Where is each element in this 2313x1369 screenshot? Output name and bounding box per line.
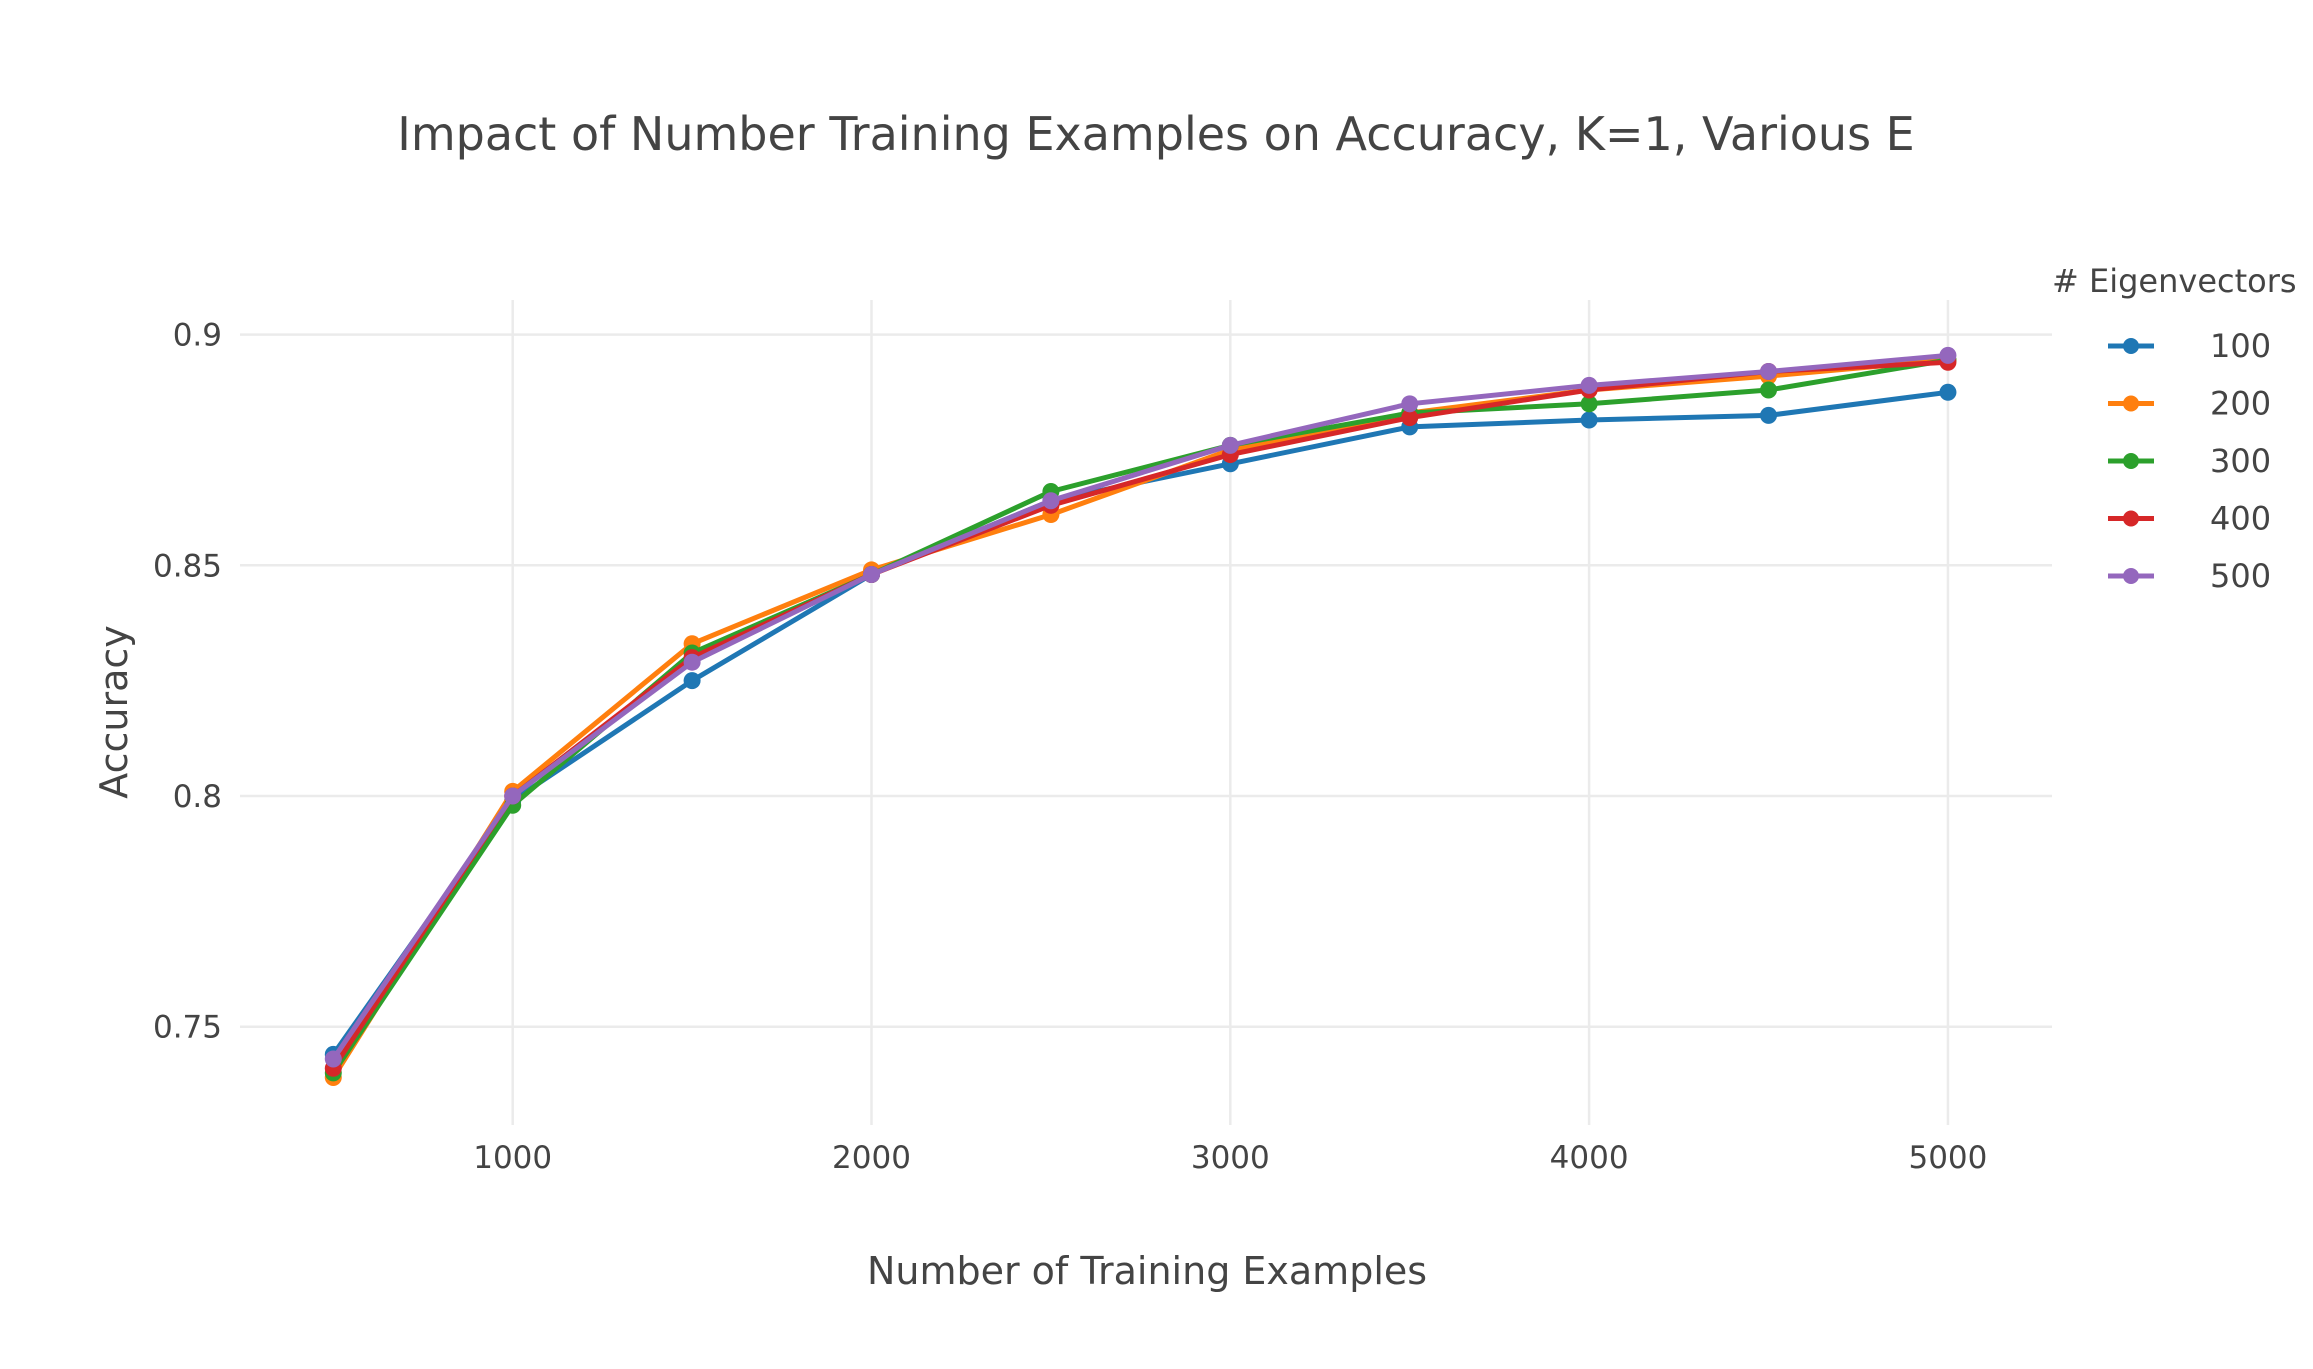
legend: # Eigenvectors 100 200 300 400 500 — [2052, 262, 2297, 595]
data-point-500-4500[interactable] — [1760, 363, 1778, 381]
data-point-500-4000[interactable] — [1580, 376, 1598, 394]
x-axis-title: Number of Training Examples — [867, 1249, 1427, 1293]
legend-item-100[interactable]: 100 — [2108, 327, 2271, 365]
legend-item-500[interactable]: 500 — [2108, 557, 2271, 595]
legend-swatch-marker — [2123, 510, 2139, 527]
series-line-300 — [330, 357, 1951, 1076]
y-tick-label: 0.75 — [153, 1010, 222, 1046]
legend-label: 200 — [2210, 385, 2271, 423]
legend-item-200[interactable]: 200 — [2108, 385, 2271, 423]
legend-swatch-marker — [2123, 338, 2139, 354]
data-point-100-1500[interactable] — [683, 672, 701, 690]
legend-title: # Eigenvectors — [2052, 262, 2297, 300]
data-point-300-4000[interactable] — [1580, 395, 1598, 413]
series-line-500 — [330, 352, 1951, 1062]
series-100 — [324, 383, 1957, 1063]
legend-label: 100 — [2210, 327, 2271, 365]
data-point-500-1500[interactable] — [683, 653, 701, 671]
y-axis-title: Accuracy — [92, 625, 136, 799]
series-300 — [324, 351, 1957, 1082]
legend-label: 500 — [2210, 557, 2271, 595]
data-point-500-2000[interactable] — [863, 566, 881, 584]
y-tick-label: 0.9 — [173, 318, 222, 354]
legend-swatch-marker — [2123, 453, 2139, 469]
x-tick-label: 5000 — [1908, 1140, 1987, 1176]
x-tick-label: 3000 — [1191, 1140, 1270, 1176]
x-tick-label: 2000 — [832, 1140, 911, 1176]
legend-swatch-marker — [2123, 395, 2139, 412]
chart-title: Impact of Number Training Examples on Ac… — [397, 107, 1914, 161]
legend-items: 100 200 300 400 500 — [2108, 327, 2271, 595]
legend-item-300[interactable]: 300 — [2108, 442, 2271, 480]
data-point-500-2500[interactable] — [1042, 492, 1060, 510]
data-point-400-3500[interactable] — [1401, 409, 1419, 427]
data-point-100-4000[interactable] — [1580, 411, 1598, 429]
grid-layer — [240, 300, 2052, 1125]
series-500 — [324, 346, 1957, 1068]
series-400 — [324, 353, 1957, 1077]
data-point-500-3500[interactable] — [1401, 395, 1419, 413]
data-point-500-1000[interactable] — [504, 787, 522, 805]
x-tick-label: 4000 — [1550, 1140, 1629, 1176]
y-axis-ticks: 0.75 0.8 0.85 0.9 — [153, 318, 222, 1046]
data-point-500-500[interactable] — [324, 1050, 342, 1068]
legend-item-400[interactable]: 400 — [2108, 500, 2271, 538]
x-tick-label: 1000 — [473, 1140, 552, 1176]
data-point-500-3000[interactable] — [1221, 436, 1239, 454]
series-layer — [324, 346, 1957, 1086]
legend-label: 300 — [2210, 442, 2271, 480]
x-axis-ticks: 1000 2000 3000 4000 5000 — [473, 1140, 1987, 1176]
y-tick-label: 0.85 — [153, 548, 222, 584]
legend-label: 400 — [2210, 500, 2271, 538]
series-line-100 — [330, 389, 1951, 1057]
series-200 — [324, 351, 1957, 1086]
y-tick-label: 0.8 — [173, 779, 222, 815]
data-point-100-4500[interactable] — [1760, 406, 1778, 424]
data-point-300-4500[interactable] — [1760, 381, 1778, 399]
legend-swatch-marker — [2123, 568, 2139, 584]
data-point-500-5000[interactable] — [1939, 346, 1957, 364]
data-point-100-5000[interactable] — [1939, 383, 1957, 401]
